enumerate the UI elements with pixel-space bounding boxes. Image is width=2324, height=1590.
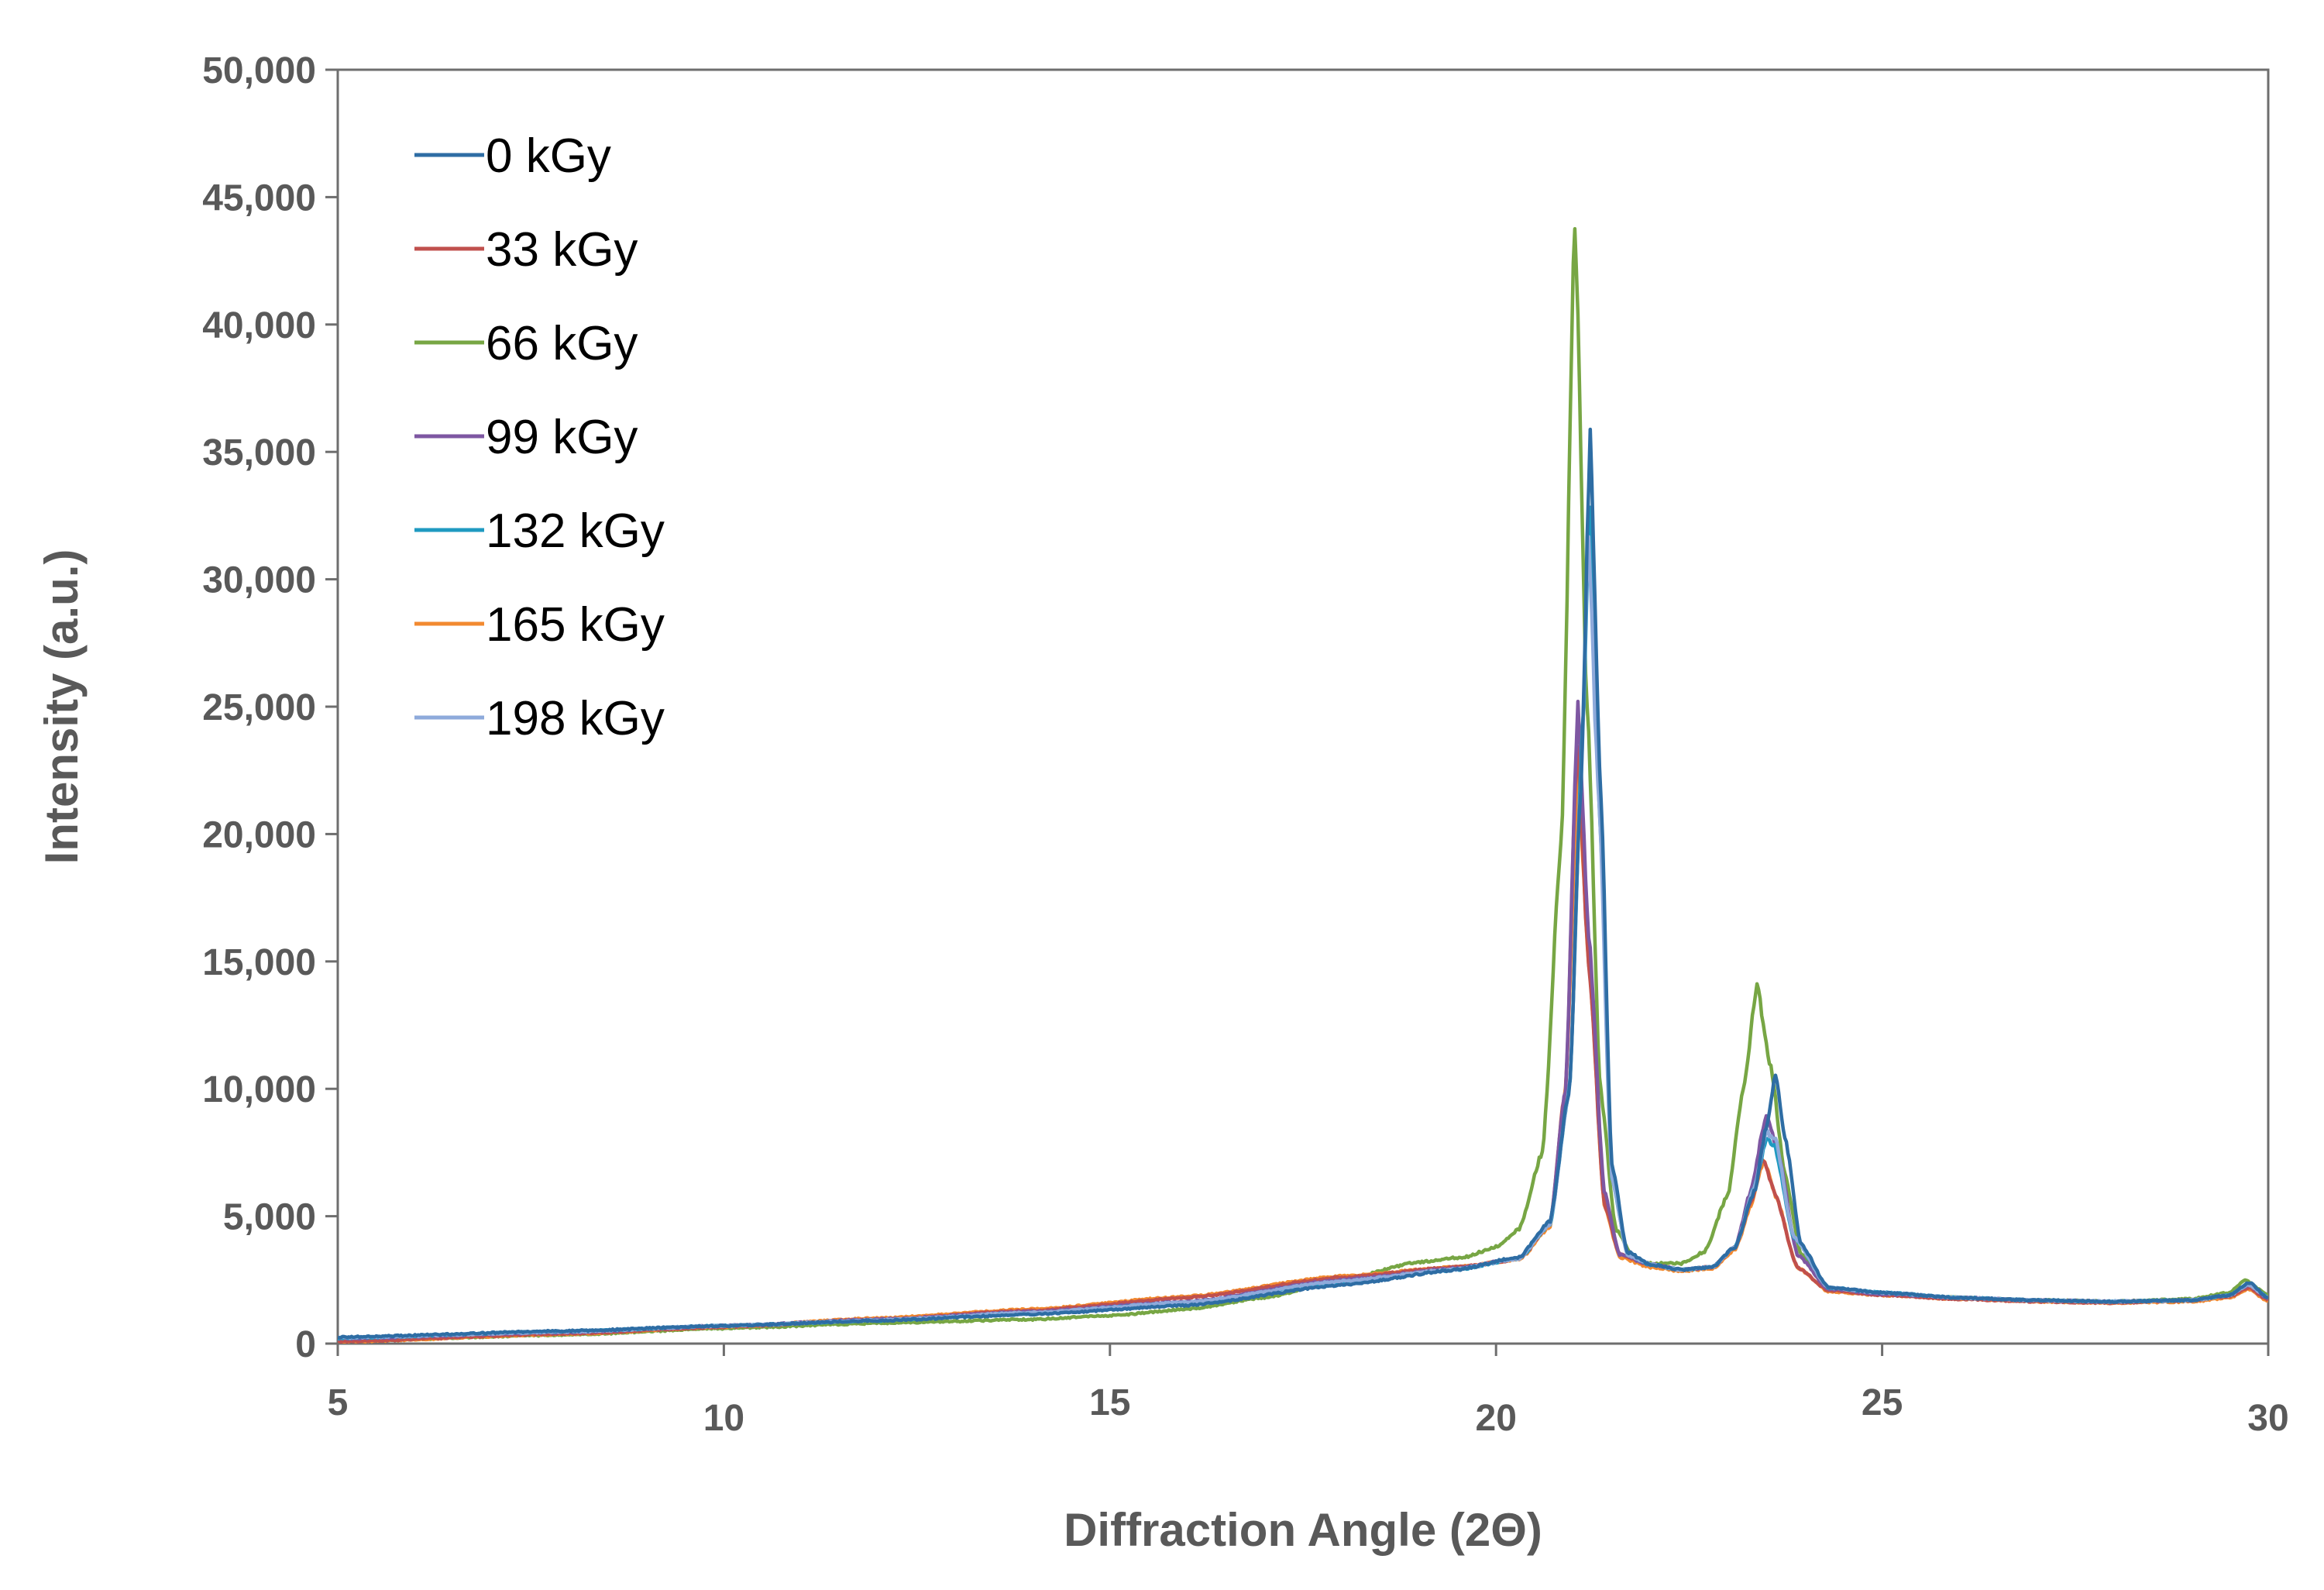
- series-line-0-kgy: [338, 427, 2268, 1340]
- legend-label: 66 kGy: [486, 317, 638, 370]
- x-axis-title: Diffraction Angle (2Θ): [1064, 1504, 1542, 1556]
- y-axis-title: Intensity (a.u.): [36, 549, 88, 865]
- legend-item: 0 kGy: [414, 129, 611, 183]
- y-tick-label: 30,000: [202, 560, 316, 601]
- y-tick-label: 35,000: [202, 432, 316, 473]
- y-tick-label: 20,000: [202, 814, 316, 855]
- legend-item: 33 kGy: [414, 223, 638, 277]
- x-tick-label: 25: [1862, 1382, 1903, 1423]
- legend-label: 0 kGy: [486, 129, 611, 183]
- x-tick-label: 30: [2247, 1398, 2288, 1439]
- x-tick-label: 15: [1089, 1382, 1130, 1423]
- x-tick-label: 20: [1476, 1398, 1517, 1439]
- legend-item: 132 kGy: [414, 504, 665, 558]
- legend-label: 198 kGy: [486, 692, 665, 745]
- legend-item: 99 kGy: [414, 411, 638, 464]
- legend-item: 165 kGy: [414, 598, 665, 652]
- axes-layer: [325, 68, 2270, 1356]
- y-tick-label: 5,000: [223, 1197, 316, 1238]
- legend-label: 33 kGy: [486, 223, 638, 277]
- y-tick-label: 0: [295, 1324, 316, 1365]
- x-tick-label: 10: [703, 1398, 744, 1439]
- x-tick-label: 5: [328, 1382, 349, 1423]
- y-tick-label: 45,000: [202, 177, 316, 219]
- legend-label: 132 kGy: [486, 504, 665, 558]
- legend-label: 165 kGy: [486, 598, 665, 652]
- legend: 0 kGy 33 kGy 66 kGy 99 kGy 132 kGy 165 kGy 198…: [414, 129, 665, 745]
- y-tick-label: 50,000: [202, 50, 316, 91]
- legend-item: 66 kGy: [414, 317, 638, 370]
- legend-label: 99 kGy: [486, 411, 638, 464]
- series-layer: [338, 227, 2268, 1344]
- y-tick-label: 15,000: [202, 942, 316, 983]
- y-tick-label: 10,000: [202, 1069, 316, 1110]
- y-tick-label: 25,000: [202, 687, 316, 728]
- labels-layer: 0 5,000 10,000 15,000 20,000 25,000 30,000 35,0…: [202, 50, 2289, 1439]
- legend-item: 198 kGy: [414, 692, 665, 745]
- y-tick-label: 40,000: [202, 305, 316, 346]
